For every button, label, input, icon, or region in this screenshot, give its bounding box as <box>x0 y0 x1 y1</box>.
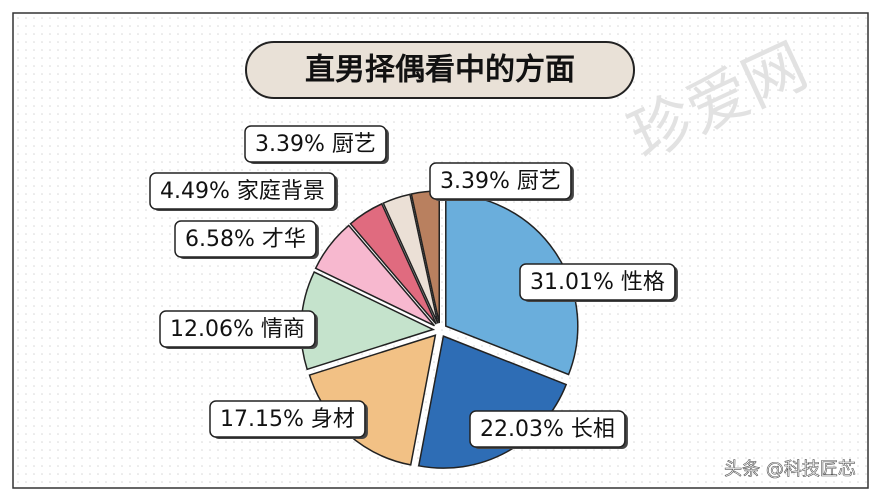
value-label: 3.39% <box>440 169 510 194</box>
label-box <box>469 410 626 448</box>
value-label: 4.49% <box>160 179 230 204</box>
category-label: 身材 <box>311 407 355 432</box>
label-box <box>519 263 676 301</box>
label-gap <box>255 227 262 252</box>
category-label: 才华 <box>262 227 306 252</box>
label-gap <box>304 407 311 432</box>
value-label: 31.01% <box>530 270 614 295</box>
value-label: 17.15% <box>220 407 304 432</box>
label-box <box>174 220 317 258</box>
data-label: 17.15% 身材 <box>220 407 355 432</box>
data-label: 22.03% 长相 <box>480 417 615 442</box>
label-box <box>244 125 387 163</box>
value-label: 12.06% <box>170 317 254 342</box>
category-label: 性格 <box>621 270 665 295</box>
chart-title: 直男择偶看中的方面 <box>305 53 575 88</box>
category-label: 长相 <box>571 417 615 442</box>
category-label: 情商 <box>261 317 305 342</box>
label-box <box>159 310 316 348</box>
label-box <box>429 162 572 200</box>
label-gap <box>230 179 237 204</box>
category-label: 厨艺 <box>332 132 376 157</box>
pie-slice <box>349 202 437 325</box>
data-label: 6.58% 才华 <box>185 227 306 252</box>
pie-slice <box>314 224 436 327</box>
data-label: 3.39% 厨艺 <box>440 169 561 194</box>
data-label: 4.49% 家庭背景 <box>160 179 325 204</box>
value-label: 22.03% <box>480 417 564 442</box>
label-gap <box>510 169 517 194</box>
title-box <box>245 41 635 99</box>
category-label: 厨艺 <box>517 169 561 194</box>
label-gap <box>254 317 261 342</box>
data-label: 12.06% 情商 <box>170 317 305 342</box>
value-label: 3.39% <box>255 132 325 157</box>
value-label: 6.58% <box>185 227 255 252</box>
label-box <box>209 400 366 438</box>
data-label: 31.01% 性格 <box>530 270 665 295</box>
label-gap <box>564 417 571 442</box>
category-label: 家庭背景 <box>237 179 325 204</box>
label-gap <box>614 270 621 295</box>
footer: 头条 @科技匠芯 <box>724 459 856 480</box>
label-gap <box>325 132 332 157</box>
pie-slice <box>382 193 439 324</box>
data-label: 3.39% 厨艺 <box>255 132 376 157</box>
label-box <box>149 172 336 210</box>
